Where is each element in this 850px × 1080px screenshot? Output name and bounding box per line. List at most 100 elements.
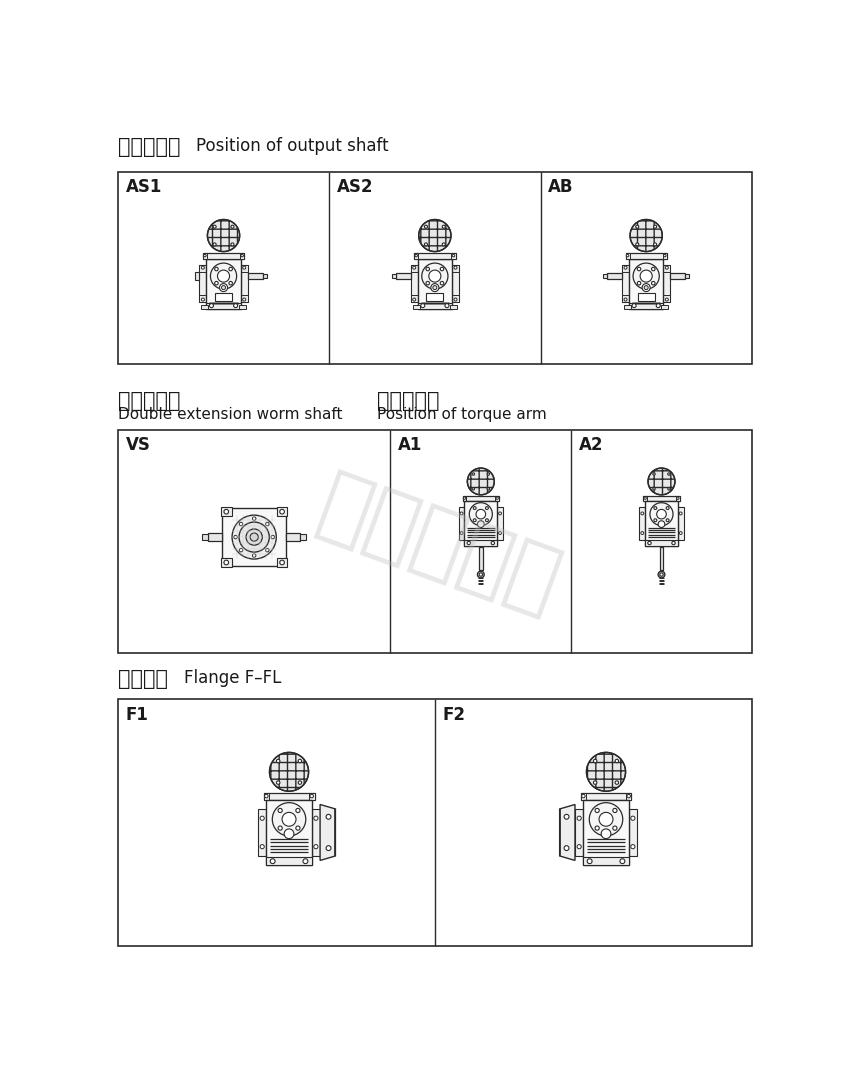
Circle shape bbox=[280, 561, 285, 565]
Bar bbox=[414, 253, 418, 258]
Bar bbox=[677, 507, 683, 540]
Circle shape bbox=[577, 816, 581, 821]
Bar bbox=[266, 858, 312, 865]
Circle shape bbox=[485, 518, 489, 522]
Text: Position of output shaft: Position of output shaft bbox=[196, 137, 388, 156]
Circle shape bbox=[265, 549, 269, 552]
Circle shape bbox=[413, 298, 416, 301]
Bar bbox=[201, 305, 208, 309]
Bar bbox=[417, 302, 452, 309]
Circle shape bbox=[626, 254, 629, 257]
Bar bbox=[309, 793, 314, 799]
Circle shape bbox=[644, 285, 649, 289]
Circle shape bbox=[654, 226, 656, 228]
Circle shape bbox=[431, 284, 439, 292]
Bar bbox=[452, 265, 459, 272]
Circle shape bbox=[310, 795, 314, 798]
Bar bbox=[603, 274, 607, 279]
Bar bbox=[411, 265, 417, 302]
Circle shape bbox=[642, 284, 650, 292]
Circle shape bbox=[595, 809, 599, 812]
Text: VS: VS bbox=[126, 436, 150, 454]
Circle shape bbox=[413, 266, 416, 269]
Bar bbox=[427, 293, 444, 300]
Bar bbox=[661, 305, 668, 309]
Circle shape bbox=[243, 266, 246, 269]
Bar bbox=[312, 809, 320, 856]
Circle shape bbox=[653, 488, 655, 490]
Circle shape bbox=[631, 816, 635, 821]
Text: A2: A2 bbox=[579, 436, 604, 454]
Circle shape bbox=[577, 845, 581, 849]
Circle shape bbox=[314, 845, 318, 849]
Circle shape bbox=[656, 303, 660, 308]
Circle shape bbox=[445, 303, 449, 308]
Polygon shape bbox=[559, 805, 575, 861]
Bar bbox=[459, 507, 464, 540]
Circle shape bbox=[666, 266, 668, 269]
Circle shape bbox=[632, 303, 636, 308]
Circle shape bbox=[601, 829, 611, 839]
Circle shape bbox=[326, 846, 331, 851]
Circle shape bbox=[657, 510, 666, 518]
Circle shape bbox=[421, 303, 425, 308]
Text: Position of torque arm: Position of torque arm bbox=[377, 407, 547, 422]
Circle shape bbox=[648, 468, 675, 495]
Bar bbox=[200, 295, 207, 302]
Circle shape bbox=[303, 859, 308, 864]
Bar bbox=[583, 858, 629, 865]
Circle shape bbox=[472, 473, 474, 475]
Bar bbox=[643, 496, 680, 500]
Circle shape bbox=[224, 561, 229, 565]
Circle shape bbox=[638, 282, 641, 285]
Bar bbox=[118, 430, 751, 653]
Circle shape bbox=[648, 541, 651, 544]
Circle shape bbox=[479, 572, 483, 577]
Circle shape bbox=[613, 809, 617, 812]
Text: Flange F–FL: Flange F–FL bbox=[184, 669, 281, 687]
Bar bbox=[626, 793, 632, 799]
Bar bbox=[663, 265, 671, 302]
Circle shape bbox=[499, 531, 502, 535]
Circle shape bbox=[204, 254, 207, 257]
Circle shape bbox=[415, 254, 417, 257]
Circle shape bbox=[219, 284, 228, 292]
Circle shape bbox=[243, 298, 246, 301]
Bar bbox=[622, 265, 629, 272]
Circle shape bbox=[296, 809, 300, 812]
Bar bbox=[258, 809, 266, 856]
Bar bbox=[629, 809, 637, 856]
Bar bbox=[300, 534, 306, 540]
Circle shape bbox=[587, 859, 592, 864]
Circle shape bbox=[469, 502, 492, 526]
Circle shape bbox=[201, 266, 204, 269]
Text: Double extension worm shaft: Double extension worm shaft bbox=[118, 407, 343, 422]
Bar bbox=[462, 496, 499, 500]
Bar bbox=[277, 558, 287, 567]
Circle shape bbox=[426, 267, 429, 271]
Circle shape bbox=[276, 781, 280, 784]
Circle shape bbox=[424, 243, 428, 246]
Bar bbox=[222, 509, 286, 566]
Circle shape bbox=[473, 518, 476, 522]
Bar bbox=[413, 305, 420, 309]
Bar bbox=[629, 302, 663, 309]
Text: AB: AB bbox=[548, 178, 574, 197]
Circle shape bbox=[658, 521, 665, 527]
Circle shape bbox=[326, 814, 331, 820]
Circle shape bbox=[650, 502, 673, 526]
Bar bbox=[685, 274, 689, 279]
Circle shape bbox=[463, 497, 466, 499]
Circle shape bbox=[581, 795, 585, 798]
Circle shape bbox=[564, 814, 569, 820]
Bar bbox=[464, 540, 497, 545]
Circle shape bbox=[468, 541, 471, 544]
Circle shape bbox=[234, 536, 237, 539]
Bar bbox=[607, 273, 622, 279]
Bar bbox=[395, 273, 411, 279]
Circle shape bbox=[298, 759, 302, 762]
Bar bbox=[497, 507, 503, 540]
Circle shape bbox=[666, 298, 668, 301]
Circle shape bbox=[478, 521, 484, 527]
Circle shape bbox=[422, 264, 448, 289]
